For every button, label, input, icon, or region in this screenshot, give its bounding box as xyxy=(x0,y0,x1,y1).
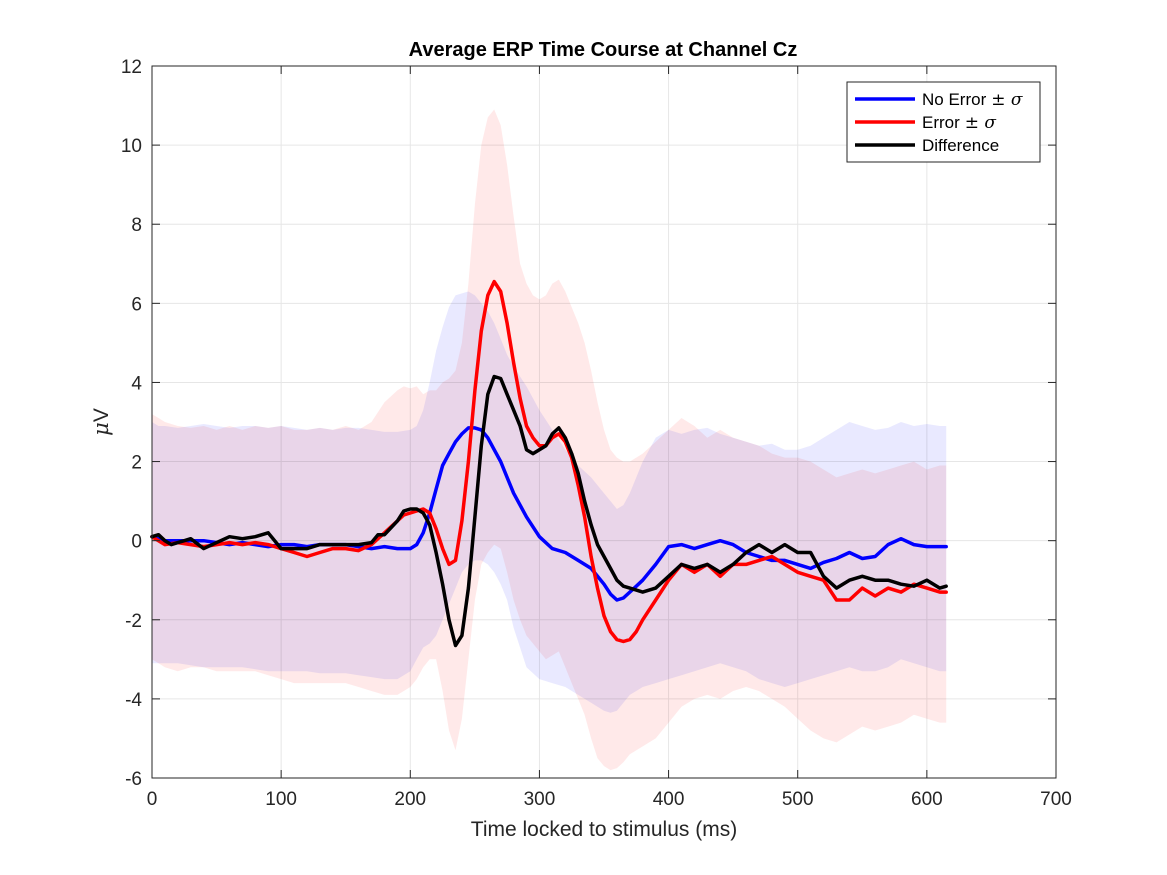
x-axis-label: Time locked to stimulus (ms) xyxy=(471,818,737,841)
legend-label: Difference xyxy=(922,136,999,155)
y-tick-label: 10 xyxy=(121,136,142,157)
legend-sigma: ± σ xyxy=(991,90,1023,110)
x-tick-label: 100 xyxy=(265,789,297,810)
axis-ticks: 0 100 200 300 400 500 600 700 -6 -4 -2 0 2 4 6 8 10 12 xyxy=(121,57,1072,810)
y-tick-label: 6 xyxy=(131,294,142,315)
x-tick-label: 700 xyxy=(1040,789,1072,810)
y-tick-label: 0 xyxy=(131,532,142,553)
y-axis-label-prefix: μ xyxy=(89,422,113,436)
x-tick-label: 300 xyxy=(524,789,556,810)
x-tick-label: 600 xyxy=(911,789,943,810)
y-tick-label: 12 xyxy=(121,57,142,78)
x-tick-label: 500 xyxy=(782,789,814,810)
y-tick-label: 4 xyxy=(131,373,142,394)
y-axis-label-unit: V xyxy=(90,408,113,422)
y-tick-label: -4 xyxy=(125,690,142,711)
y-tick-label: -2 xyxy=(125,611,142,632)
legend-label: Error xyxy=(922,113,960,132)
axes-box xyxy=(151,65,1057,779)
legend-sigma: ± σ xyxy=(965,113,997,133)
y-tick-label: -6 xyxy=(125,769,142,790)
y-tick-label: 2 xyxy=(131,453,142,474)
series-lines xyxy=(150,279,948,648)
y-tick-label: 8 xyxy=(131,215,142,236)
line-error xyxy=(150,279,948,644)
legend-label: No Error xyxy=(922,90,987,109)
x-tick-label: 400 xyxy=(653,789,685,810)
line-difference xyxy=(150,374,948,648)
x-tick-label: 200 xyxy=(394,789,426,810)
line-no-error xyxy=(150,426,948,602)
x-tick-label: 0 xyxy=(147,789,158,810)
y-axis-label: μV xyxy=(89,408,113,436)
chart-title: Average ERP Time Course at Channel Cz xyxy=(409,39,798,61)
